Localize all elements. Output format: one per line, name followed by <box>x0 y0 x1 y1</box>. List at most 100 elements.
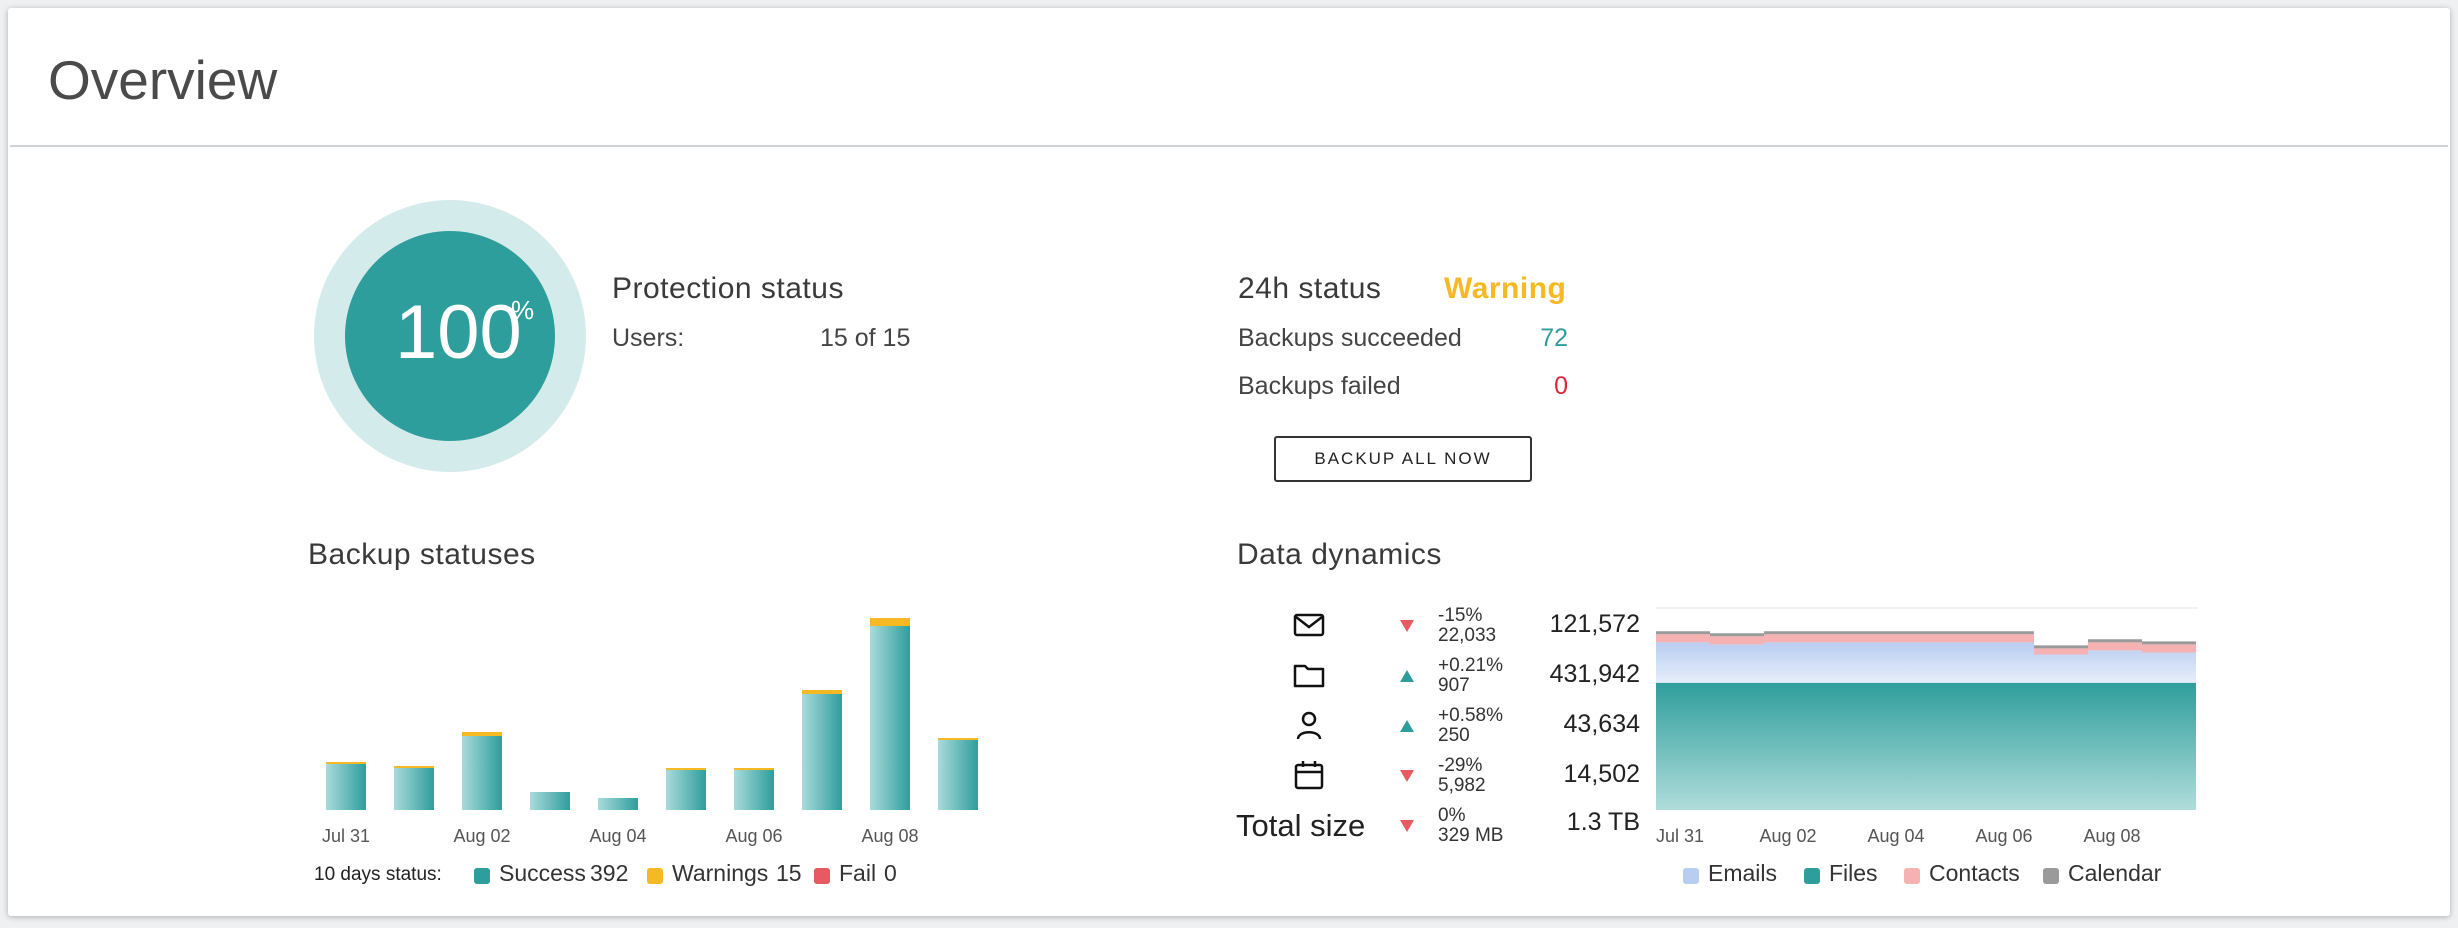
contacts-area <box>1656 634 2196 655</box>
users-label: Users: <box>612 324 685 352</box>
trend-up-icon <box>1400 720 1414 732</box>
warning-bar <box>938 738 978 740</box>
warning-bar <box>326 762 366 764</box>
total-change: 0% 329 MB <box>1438 806 1503 846</box>
files-area <box>1656 682 2196 810</box>
warning-bar <box>870 618 910 626</box>
total-value: 1.3 TB <box>1566 808 1640 836</box>
emails-pct: -15% <box>1438 605 1483 626</box>
files-pct: +0.21% <box>1438 655 1503 676</box>
emails-change: -15% 22,033 <box>1438 606 1496 646</box>
backups-succeeded-label: Backups succeeded <box>1238 324 1462 352</box>
emails-area <box>1656 642 2196 683</box>
trend-down-icon <box>1400 820 1414 832</box>
contacts-delta: 250 <box>1438 725 1470 746</box>
contacts-value: 43,634 <box>1563 710 1640 738</box>
x-tick-label: Aug 04 <box>1867 826 1924 846</box>
contacts-legend-label: Contacts <box>1929 860 2020 886</box>
x-tick-label: Jul 31 <box>1656 826 1704 846</box>
person-icon <box>1296 711 1322 740</box>
emails-legend-swatch <box>1683 868 1699 884</box>
files-value: 431,942 <box>1549 660 1640 688</box>
x-tick-label: Aug 02 <box>453 826 510 846</box>
success-bar <box>326 764 366 810</box>
status24-title: 24h status <box>1238 272 1382 305</box>
status-summary-label: 10 days status: <box>314 864 442 885</box>
x-tick-label: Aug 06 <box>1975 826 2032 846</box>
x-tick-label: Jul 31 <box>322 826 370 846</box>
success-legend-value: 392 <box>590 860 629 886</box>
header-divider <box>10 145 2448 147</box>
protection-percent: 100 <box>395 290 522 375</box>
page-title: Overview <box>48 49 278 111</box>
calendar-icon <box>1294 761 1324 790</box>
backup-statuses-title: Backup statuses <box>308 538 536 571</box>
data-dynamics-title: Data dynamics <box>1237 538 1442 571</box>
warning-bar <box>666 768 706 770</box>
calendar-delta: 5,982 <box>1438 775 1486 796</box>
calendar-legend-label: Calendar <box>2068 860 2162 886</box>
calendar-area <box>1656 631 2196 649</box>
trend-up-icon <box>1400 670 1414 682</box>
x-tick-label: Aug 02 <box>1759 826 1816 846</box>
success-bar <box>530 792 570 810</box>
files-delta: 907 <box>1438 675 1470 696</box>
percent-sign: % <box>511 295 535 325</box>
success-bar <box>394 768 434 810</box>
protection-status-title: Protection status <box>612 272 844 305</box>
status24-state: Warning <box>1444 272 1567 305</box>
contacts-change: +0.58% 250 <box>1438 706 1503 746</box>
backup-all-now-button[interactable]: BACKUP ALL NOW <box>1274 436 1532 482</box>
warning-bar <box>462 732 502 736</box>
warning-bar <box>394 766 434 768</box>
success-bar <box>598 798 638 810</box>
folder-icon <box>1293 664 1325 688</box>
backups-failed-label: Backups failed <box>1238 372 1401 400</box>
success-bar <box>802 694 842 810</box>
contacts-pct: +0.58% <box>1438 705 1503 726</box>
mail-icon <box>1293 613 1325 637</box>
calendar-value: 14,502 <box>1563 760 1640 788</box>
success-bar <box>666 770 706 810</box>
calendar-legend-swatch <box>2043 868 2059 884</box>
x-tick-label: Aug 04 <box>589 826 646 846</box>
success-legend-label: Success <box>499 860 586 886</box>
warnings-legend-value: 15 <box>776 860 802 886</box>
data-dynamics-chart: Jul 31 Aug 02 Aug 04 Aug 06 Aug 08 <box>1656 607 2198 846</box>
success-legend-swatch <box>474 868 490 884</box>
trend-down-icon <box>1400 770 1414 782</box>
success-bar <box>938 740 978 810</box>
x-tick-label: Aug 06 <box>725 826 782 846</box>
success-bar <box>734 770 774 810</box>
calendar-change: -29% 5,982 <box>1438 756 1486 796</box>
users-value: 15 of 15 <box>820 324 911 352</box>
x-tick-label: Aug 08 <box>2083 826 2140 846</box>
backups-failed-value: 0 <box>1554 372 1568 400</box>
protection-gauge: 100 % <box>345 231 555 441</box>
total-size-label: Total size <box>1236 808 1366 843</box>
overview-card: Overview 100 % Protection status Users: … <box>8 8 2450 916</box>
backup-statuses-chart: Jul 31 Aug 02 Aug 04 Aug 06 Aug 08 <box>322 618 978 846</box>
fail-legend-label: Fail <box>839 860 877 886</box>
emails-legend-label: Emails <box>1708 860 1778 886</box>
warnings-legend-swatch <box>647 868 663 884</box>
fail-legend-swatch <box>814 868 830 884</box>
total-delta: 329 MB <box>1438 825 1504 846</box>
warnings-legend-label: Warnings <box>672 860 769 886</box>
contacts-legend-swatch <box>1904 868 1920 884</box>
x-tick-label: Aug 08 <box>861 826 918 846</box>
backups-succeeded-value: 72 <box>1540 324 1568 352</box>
warning-bar <box>734 768 774 770</box>
warning-bar <box>802 690 842 694</box>
total-pct: 0% <box>1438 805 1466 826</box>
emails-value: 121,572 <box>1549 610 1640 638</box>
calendar-pct: -29% <box>1438 755 1483 776</box>
files-change: +0.21% 907 <box>1438 656 1503 696</box>
emails-delta: 22,033 <box>1438 625 1497 646</box>
trend-down-icon <box>1400 620 1414 632</box>
success-bar <box>462 736 502 810</box>
files-legend-label: Files <box>1829 860 1878 886</box>
success-bar <box>870 626 910 810</box>
files-legend-swatch <box>1804 868 1820 884</box>
fail-legend-value: 0 <box>884 860 897 886</box>
